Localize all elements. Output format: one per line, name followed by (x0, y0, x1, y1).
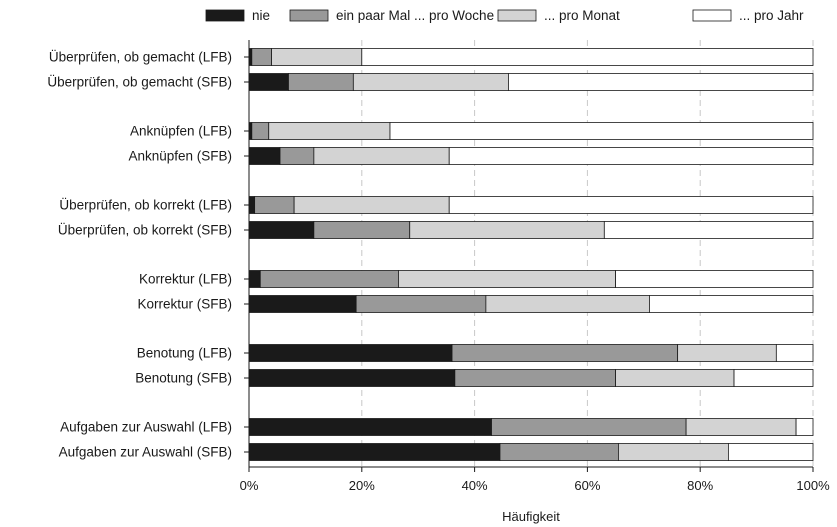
bar-segment (288, 73, 354, 91)
x-axis: 0% 20% 40% 60% 80% 100% (240, 40, 830, 493)
bar-segment (448, 147, 814, 165)
x-tick-label: 100% (796, 478, 830, 493)
x-axis-label: Häufigkeit (502, 509, 560, 524)
bar-segment (268, 122, 391, 140)
legend-label: ... pro Monat (544, 8, 620, 23)
bar-segment (451, 344, 679, 362)
bar-segment (248, 295, 357, 313)
bar-segment (485, 295, 650, 313)
bar-segment (361, 48, 814, 66)
y-tick-label: Überprüfen, ob korrekt (LFB) (59, 198, 232, 213)
bars (248, 48, 814, 461)
y-tick-label: Anknüpfen (LFB) (130, 124, 232, 139)
x-tick-label: 0% (240, 478, 259, 493)
bar-segment (728, 443, 814, 461)
bar-segment (254, 196, 295, 214)
bar-segment (508, 73, 814, 91)
legend-label: ein paar Mal ... pro Woche (336, 8, 494, 23)
y-tick-label: Korrektur (SFB) (137, 297, 232, 312)
y-tick-label: Korrektur (LFB) (139, 272, 232, 287)
x-tick-label: 20% (349, 478, 375, 493)
bar-segment (499, 443, 619, 461)
bar-segment (248, 73, 289, 91)
bar-segment (248, 221, 315, 239)
y-tick-label: Aufgaben zur Auswahl (LFB) (60, 420, 232, 435)
legend-swatch (289, 9, 329, 22)
bar-segment (389, 122, 814, 140)
bar-segment (355, 295, 487, 313)
bar-segment (248, 147, 281, 165)
bar-segment (248, 369, 456, 387)
bar-segment (615, 270, 814, 288)
bar-segment (352, 73, 509, 91)
bar-segment (603, 221, 814, 239)
bar-segment (251, 122, 270, 140)
bar-segment (795, 418, 814, 436)
legend-label: ... pro Jahr (739, 8, 804, 23)
y-tick-label: Aufgaben zur Auswahl (SFB) (59, 445, 232, 460)
bar-segment (733, 369, 814, 387)
x-tick-label: 60% (574, 478, 600, 493)
y-tick-label: Benotung (SFB) (135, 371, 232, 386)
bar-segment (271, 48, 363, 66)
legend-swatch (205, 9, 245, 22)
bar-segment (259, 270, 399, 288)
bar-segment (313, 221, 411, 239)
y-tick-label: Überprüfen, ob gemacht (LFB) (49, 50, 232, 65)
bar-segment (293, 196, 450, 214)
x-tick-label: 80% (687, 478, 713, 493)
bar-segment (409, 221, 605, 239)
y-tick-label: Anknüpfen (SFB) (128, 149, 232, 164)
gridlines (361, 40, 814, 467)
bar-segment (685, 418, 797, 436)
bar-segment (279, 147, 315, 165)
legend-swatch (497, 9, 537, 22)
bar-segment (775, 344, 814, 362)
bar-segment (618, 443, 729, 461)
bar-segment (615, 369, 735, 387)
bar-segment (454, 369, 616, 387)
bar-segment (251, 48, 272, 66)
legend: nie ein paar Mal ... pro Woche ... pro Mon… (205, 8, 804, 23)
bar-segment (248, 418, 492, 436)
bar-segment (248, 443, 501, 461)
y-axis: Überprüfen, ob gemacht (LFB) Überprüfen, … (47, 50, 249, 460)
legend-label: nie (252, 8, 270, 23)
bar-segment (448, 196, 814, 214)
bar-segment (248, 344, 453, 362)
bar-segment (248, 196, 256, 214)
bar-segment (313, 147, 450, 165)
bar-segment (248, 270, 261, 288)
bar-segment (491, 418, 687, 436)
y-tick-label: Überprüfen, ob korrekt (SFB) (58, 223, 232, 238)
y-tick-label: Benotung (LFB) (137, 346, 232, 361)
y-tick-label: Überprüfen, ob gemacht (SFB) (47, 75, 232, 90)
x-tick-label: 40% (462, 478, 488, 493)
legend-swatch (692, 9, 732, 22)
bar-segment (677, 344, 777, 362)
bar-segment (649, 295, 814, 313)
bar-segment (398, 270, 616, 288)
